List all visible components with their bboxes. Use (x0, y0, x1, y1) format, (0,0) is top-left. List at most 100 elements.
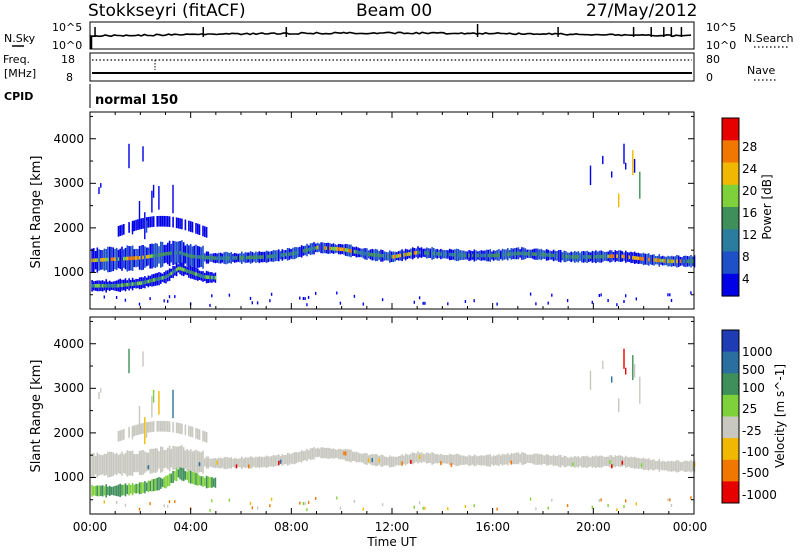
power-cell (429, 248, 432, 258)
power-axis-ticks (89, 112, 695, 309)
velocity-cell (330, 449, 333, 458)
velocity-cell (165, 475, 167, 489)
power-cbar-tick-4: 4 (742, 272, 750, 286)
power-cell (295, 250, 298, 255)
velocity-cell (147, 421, 150, 433)
power-cell (600, 293, 602, 297)
power-cell (265, 255, 268, 259)
velocity-colorbar-segment (722, 459, 739, 482)
velocity-cell (602, 360, 604, 370)
power-cell (607, 299, 609, 302)
velocity-cell (307, 500, 310, 504)
velocity-cell (186, 448, 188, 472)
velocity-cell (325, 448, 328, 459)
velocity-cell (207, 456, 210, 469)
power-cell (130, 282, 132, 287)
velocity-cell (172, 471, 174, 484)
velocity-cell (422, 453, 425, 462)
power-cell (316, 245, 319, 250)
power-cell (329, 246, 331, 251)
power-cell (667, 259, 669, 263)
velocity-cell (276, 455, 278, 467)
power-cell (618, 193, 620, 208)
velocity-cell (651, 459, 654, 470)
power-cell (100, 284, 102, 288)
velocity-cell (413, 505, 415, 509)
power-cell (524, 251, 527, 256)
velocity-cell (124, 483, 127, 497)
power-cell (181, 267, 183, 271)
velocity-cell (221, 458, 224, 468)
power-cell (137, 219, 139, 230)
power-cell (270, 292, 273, 296)
velocity-cell (401, 454, 403, 467)
power-cell (119, 248, 121, 269)
power-cell (300, 245, 303, 258)
power-cell (514, 251, 516, 256)
velocity-cell (450, 454, 453, 465)
power-colorbar-segment (722, 273, 739, 297)
power-cell (135, 281, 137, 286)
velocity-cell (403, 455, 405, 465)
velocity-cell (182, 447, 185, 471)
velocity-cell (191, 451, 194, 472)
power-cell (420, 247, 423, 258)
velocity-cell (198, 429, 201, 440)
power-cell (355, 250, 358, 254)
power-cell (288, 252, 291, 256)
velocity-cell (623, 505, 625, 508)
velocity-cell (112, 452, 114, 477)
velocity-cell (411, 452, 414, 465)
power-cell (168, 295, 171, 299)
velocity-cell (364, 453, 366, 465)
velocity-cell (204, 477, 206, 487)
velocity-cell (160, 420, 162, 432)
velocity-cell (595, 455, 597, 469)
power-cell (385, 251, 388, 261)
power-cell (625, 162, 627, 170)
power-cell (128, 143, 130, 169)
power-cell (549, 253, 551, 257)
power-cell (630, 251, 632, 264)
velocity-cell (98, 454, 100, 476)
power-cell (175, 217, 178, 229)
velocity-cell (135, 483, 137, 494)
velocity-cell (600, 455, 602, 468)
power-cell (188, 269, 190, 274)
power-cell (158, 253, 160, 257)
velocity-cell (219, 457, 222, 469)
velocity-cell (211, 477, 213, 488)
velocity-cell (440, 461, 442, 466)
power-cell (623, 254, 625, 259)
power-cell (392, 255, 395, 259)
velocity-cell (563, 455, 565, 468)
velocity-cell (381, 455, 384, 467)
velocity-cell (248, 457, 250, 468)
velocity-cell (193, 450, 195, 473)
power-cell (149, 254, 151, 259)
velocity-cell (149, 480, 151, 492)
velocity-cell (623, 348, 625, 369)
power-cell (330, 246, 333, 251)
power-cell (149, 216, 151, 228)
power-cell (623, 300, 625, 303)
velocity-cell (304, 450, 306, 461)
velocity-cell (540, 453, 543, 466)
power-cell (396, 254, 398, 258)
velocity-cell (137, 484, 139, 494)
velocity-colorbar-segment (722, 416, 739, 439)
power-cell (232, 256, 234, 260)
power-cell (163, 299, 165, 303)
velocity-cell (609, 460, 611, 464)
velocity-colorbar-segment (722, 481, 739, 504)
velocity-cell (591, 455, 594, 468)
velocity-cell (355, 451, 358, 463)
power-cell (628, 255, 631, 259)
power-cell (633, 256, 636, 260)
power-cell (198, 273, 201, 278)
velocity-cell (380, 454, 382, 467)
velocity-cell (362, 453, 365, 464)
velocity-cell (144, 481, 146, 494)
power-cell (318, 243, 321, 252)
velocity-cell (241, 456, 243, 469)
